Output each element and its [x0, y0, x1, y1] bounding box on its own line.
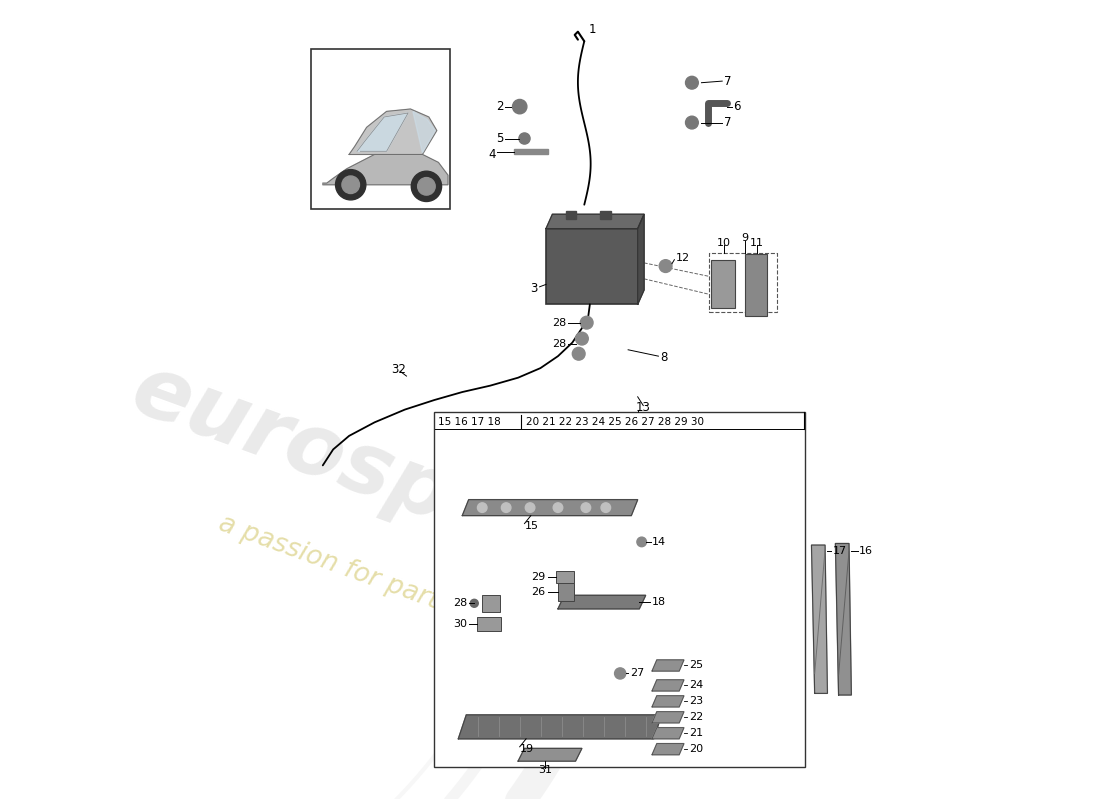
Polygon shape	[652, 744, 684, 754]
Polygon shape	[652, 696, 684, 707]
Circle shape	[581, 503, 591, 513]
Text: 3: 3	[530, 282, 538, 295]
Circle shape	[601, 503, 610, 513]
Circle shape	[519, 133, 530, 144]
Polygon shape	[652, 660, 684, 671]
Polygon shape	[638, 214, 645, 304]
Text: 21: 21	[689, 728, 703, 738]
Text: 16: 16	[859, 546, 873, 557]
Text: 12: 12	[676, 253, 690, 263]
Text: 30: 30	[453, 619, 468, 629]
Bar	[711, 261, 735, 308]
Text: 17: 17	[833, 546, 847, 557]
Polygon shape	[558, 595, 646, 609]
Circle shape	[615, 668, 626, 679]
Polygon shape	[835, 543, 851, 695]
Bar	[710, 253, 778, 312]
Text: 11: 11	[750, 238, 764, 248]
Text: 26: 26	[531, 587, 546, 597]
Text: 32: 32	[392, 363, 406, 376]
Text: 27: 27	[629, 669, 644, 678]
Bar	[565, 211, 576, 219]
Polygon shape	[514, 149, 549, 154]
Text: 4: 4	[488, 148, 496, 161]
Text: 2: 2	[496, 100, 504, 113]
Bar	[601, 211, 610, 219]
Text: 10: 10	[717, 238, 730, 248]
Bar	[476, 617, 501, 631]
Text: 28: 28	[552, 339, 565, 349]
Text: 24: 24	[689, 681, 703, 690]
Text: 5: 5	[496, 132, 504, 145]
Circle shape	[502, 503, 510, 513]
Bar	[557, 570, 574, 583]
Polygon shape	[358, 113, 408, 151]
Text: 8: 8	[660, 351, 668, 364]
Polygon shape	[546, 214, 645, 229]
Circle shape	[637, 537, 647, 546]
Circle shape	[581, 316, 593, 329]
Text: 20: 20	[689, 744, 703, 754]
Circle shape	[575, 332, 589, 345]
Circle shape	[342, 176, 360, 194]
Polygon shape	[518, 748, 582, 761]
Bar	[311, 50, 450, 209]
Text: 28: 28	[552, 318, 565, 328]
Text: 7: 7	[724, 74, 732, 88]
Circle shape	[477, 503, 487, 513]
Polygon shape	[462, 500, 638, 515]
Bar	[434, 412, 805, 766]
Text: 14: 14	[652, 537, 667, 547]
Text: 31: 31	[538, 765, 552, 775]
Bar	[546, 229, 638, 304]
Bar	[745, 254, 767, 316]
Text: 13: 13	[636, 402, 651, 414]
Text: 28: 28	[453, 598, 468, 608]
Circle shape	[553, 503, 563, 513]
Text: 25: 25	[689, 661, 703, 670]
Polygon shape	[812, 545, 827, 694]
Text: 6: 6	[734, 100, 741, 113]
Circle shape	[411, 171, 441, 202]
Text: 22: 22	[689, 712, 703, 722]
Polygon shape	[652, 712, 684, 723]
Bar	[482, 594, 499, 612]
Text: 1: 1	[588, 22, 596, 36]
Text: eurospares: eurospares	[121, 348, 661, 612]
Circle shape	[685, 116, 698, 129]
Polygon shape	[459, 715, 661, 739]
Circle shape	[685, 76, 698, 89]
Polygon shape	[652, 728, 684, 739]
Bar	[558, 583, 574, 601]
Text: 19: 19	[519, 744, 534, 754]
Polygon shape	[412, 111, 436, 153]
Text: 15: 15	[525, 521, 539, 531]
Circle shape	[471, 599, 478, 607]
Text: 9: 9	[741, 233, 748, 243]
Polygon shape	[322, 154, 448, 185]
Text: 23: 23	[689, 696, 703, 706]
Circle shape	[572, 347, 585, 360]
Text: a passion for parts since 1985: a passion for parts since 1985	[214, 511, 598, 672]
Circle shape	[659, 260, 672, 273]
Circle shape	[526, 503, 535, 513]
Polygon shape	[349, 109, 437, 154]
Polygon shape	[652, 680, 684, 691]
Circle shape	[336, 170, 366, 200]
Text: 18: 18	[652, 598, 667, 607]
Circle shape	[513, 99, 527, 114]
Text: 7: 7	[724, 116, 732, 129]
Text: 15 16 17 18: 15 16 17 18	[439, 417, 502, 426]
Text: 29: 29	[531, 572, 546, 582]
Circle shape	[418, 178, 436, 195]
Text: 20 21 22 23 24 25 26 27 28 29 30: 20 21 22 23 24 25 26 27 28 29 30	[526, 417, 704, 426]
